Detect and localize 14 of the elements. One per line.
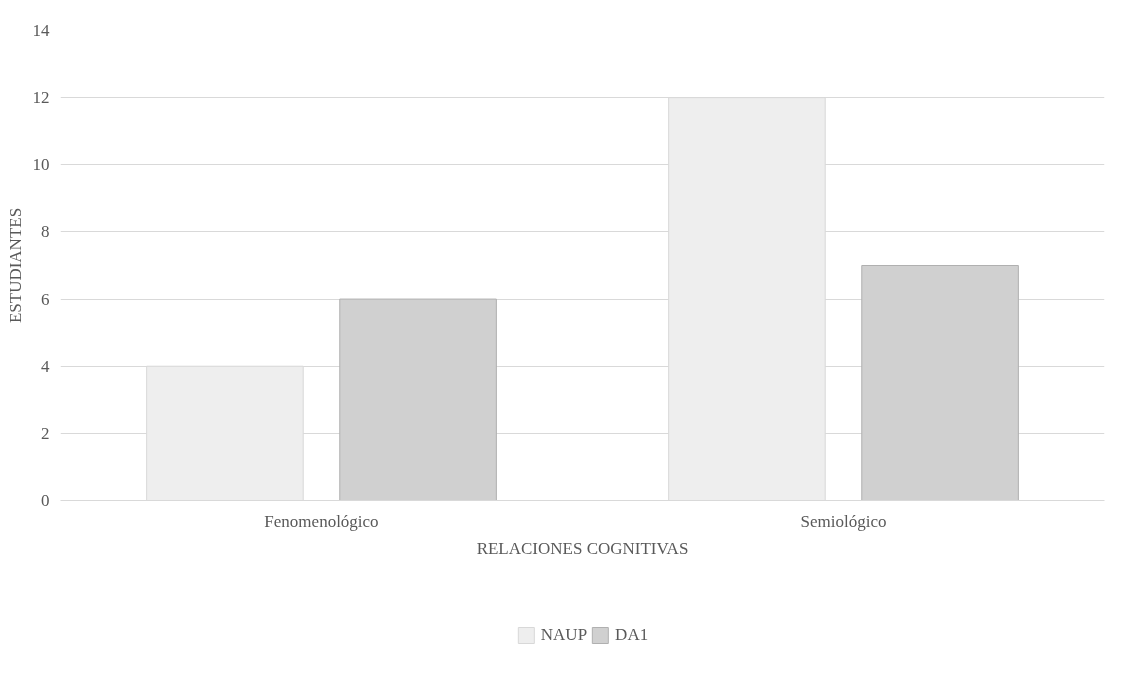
y-axis-title: ESTUDIANTES <box>5 207 25 324</box>
y-tick-label: 10 <box>32 155 50 175</box>
legend-label: DA1 <box>615 625 649 645</box>
x-tick-label: Fenomenológico <box>264 511 379 531</box>
y-tick-label: 12 <box>32 88 50 108</box>
y-tick-label: 8 <box>41 222 50 242</box>
y-tick-label: 2 <box>41 423 50 443</box>
x-tick-label: Semiológico <box>800 511 887 531</box>
legend-label: NAUP <box>540 625 588 645</box>
x-axis-title: RELACIONES COGNITIVAS <box>476 538 689 558</box>
y-tick-label: 4 <box>41 356 50 376</box>
y-tick-label: 0 <box>41 491 50 510</box>
y-tick-label: 14 <box>32 21 50 40</box>
y-tick-label: 6 <box>41 289 50 309</box>
